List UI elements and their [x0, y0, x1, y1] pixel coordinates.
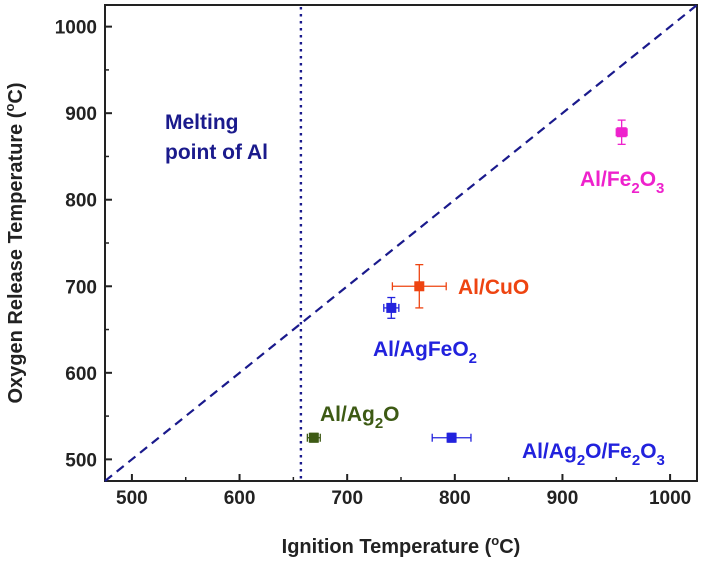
y-axis-title: Oxygen Release Temperature (oC): [2, 82, 27, 403]
data-point-label: Al/Ag2O: [320, 403, 400, 432]
y-tick-label: 600: [65, 364, 97, 385]
data-point-group: Al/CuO: [391, 263, 529, 309]
data-point-group: Al/Ag2O/Fe2O3: [431, 432, 665, 469]
data-point-label: Al/CuO: [458, 276, 529, 299]
data-point-marker: [616, 127, 627, 138]
x-tick-label: 900: [547, 488, 579, 509]
data-point-label: Al/Fe2O3: [580, 168, 664, 197]
data-point-marker: [386, 302, 397, 313]
y-tick-label: 500: [65, 450, 97, 471]
data-point-group: Al/AgFeO2: [373, 296, 477, 367]
x-tick-label: 700: [331, 488, 363, 509]
data-point-marker: [308, 432, 319, 443]
data-point-marker: [414, 281, 425, 292]
x-tick-label: 500: [116, 488, 148, 509]
melting-point-label-line2: point of Al: [165, 141, 268, 164]
data-point-label: Al/Ag2O/Fe2O3: [522, 440, 665, 469]
x-tick-label: 600: [224, 488, 256, 509]
y-tick-label: 700: [65, 277, 97, 298]
y-tick-label: 900: [65, 104, 97, 125]
data-point-group: Al/Fe2O3: [580, 119, 664, 197]
y-axis-ticks: 500 600 700 800 900 1000: [55, 18, 112, 471]
data-points: Al/Fe2O3 Al/CuO Al/AgFeO2 Al/Ag2O Al/Ag2O/Fe…: [306, 119, 665, 469]
y-tick-label: 1000: [55, 18, 97, 39]
data-point-label: Al/AgFeO2: [373, 338, 477, 367]
melting-point-label-line1: Melting: [165, 111, 239, 134]
x-axis-ticks: 500 600 700 800 900 1000: [116, 474, 691, 509]
data-point-marker: [446, 432, 457, 443]
x-axis-title: Ignition Temperature (oC): [282, 533, 521, 558]
x-tick-label: 1000: [649, 488, 691, 509]
x-tick-label: 800: [439, 488, 471, 509]
diagonal-reference-line: [104, 4, 698, 482]
data-point-group: Al/Ag2O: [306, 403, 400, 443]
y-tick-label: 800: [65, 191, 97, 212]
